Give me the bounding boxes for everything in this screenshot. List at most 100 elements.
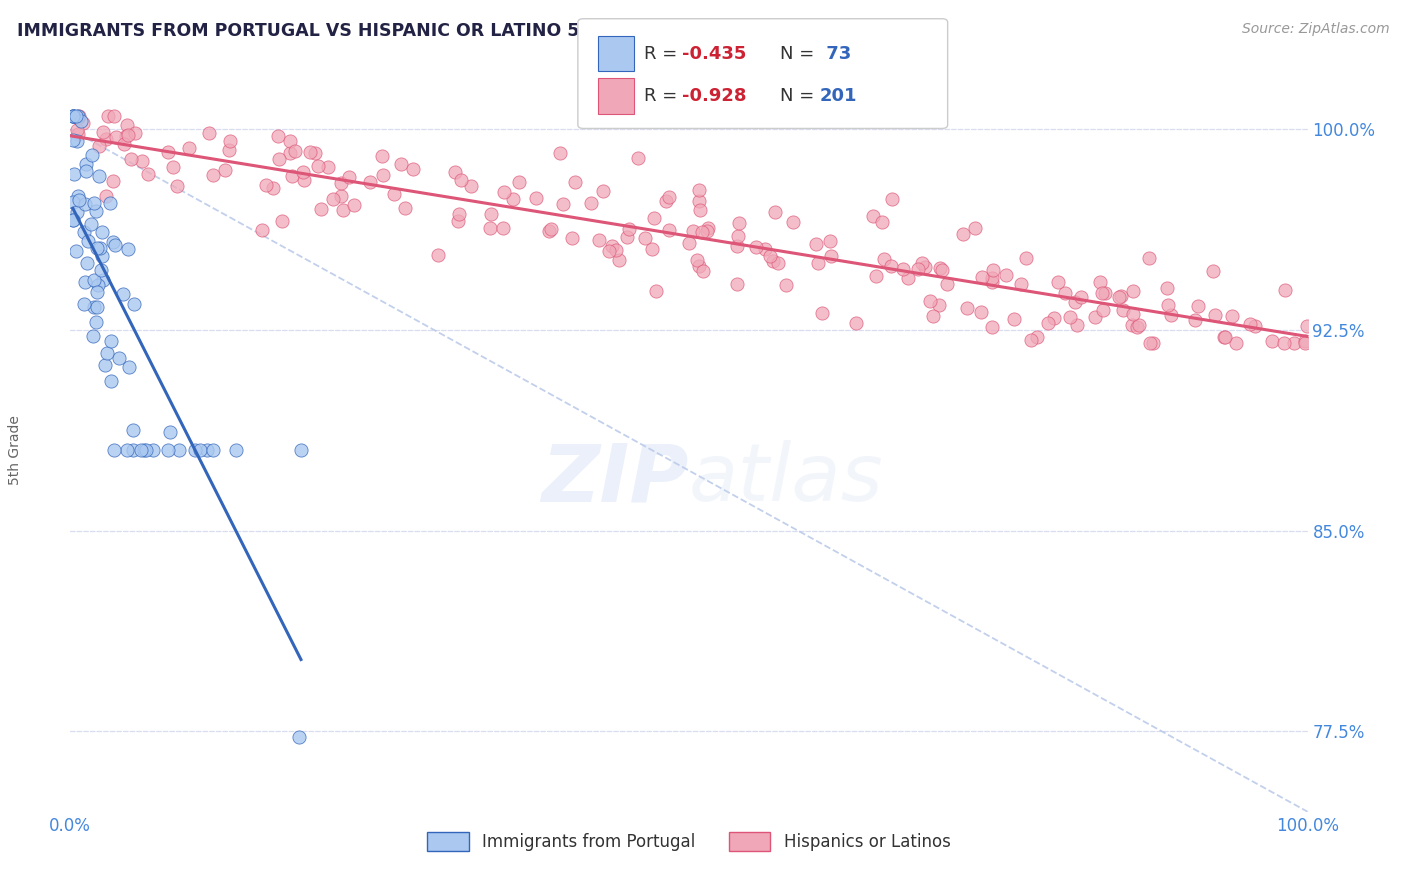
Point <box>62 109 84 123</box>
Point <box>922 310 945 324</box>
Point <box>75 157 97 171</box>
Point <box>1142 336 1164 351</box>
Point <box>73 296 96 310</box>
Point <box>115 119 138 133</box>
Point <box>1014 251 1036 265</box>
Point <box>686 252 709 267</box>
Text: R =: R = <box>644 87 683 105</box>
Point <box>447 213 470 227</box>
Point <box>122 423 145 437</box>
Point <box>307 159 329 173</box>
Point <box>96 345 118 359</box>
Point <box>309 202 332 216</box>
Point <box>688 259 710 273</box>
Point <box>450 173 472 187</box>
Point <box>1139 336 1161 351</box>
Point <box>337 169 360 184</box>
Text: -0.435: -0.435 <box>682 45 747 62</box>
Point <box>1064 295 1087 310</box>
Point <box>775 278 797 293</box>
Point <box>1047 275 1070 289</box>
Point <box>995 268 1018 282</box>
Point <box>117 128 139 142</box>
Point <box>79 217 101 231</box>
Text: atlas: atlas <box>689 441 884 518</box>
Point <box>728 216 751 230</box>
Point <box>290 443 312 458</box>
Point <box>280 169 302 183</box>
Point <box>122 443 145 458</box>
Point <box>70 114 93 128</box>
Point <box>820 249 842 263</box>
Point <box>1225 336 1247 351</box>
Point <box>524 190 547 204</box>
Point <box>291 165 314 179</box>
Point <box>956 301 979 316</box>
Point <box>371 149 394 163</box>
Point <box>159 425 181 439</box>
Point <box>548 146 571 161</box>
Point <box>98 196 121 211</box>
Point <box>225 443 247 458</box>
Point <box>1295 319 1317 334</box>
Point <box>762 253 785 268</box>
Point <box>1213 330 1236 344</box>
Point <box>1220 309 1243 323</box>
Point <box>1112 302 1135 317</box>
Point <box>845 316 868 330</box>
Point <box>588 233 610 247</box>
Text: -0.928: -0.928 <box>682 87 747 105</box>
Point <box>218 143 240 157</box>
Point <box>86 241 108 255</box>
Point <box>870 214 893 228</box>
Point <box>891 262 914 277</box>
Text: 201: 201 <box>820 87 858 105</box>
Point <box>330 176 353 190</box>
Point <box>865 268 887 283</box>
Text: IMMIGRANTS FROM PORTUGAL VS HISPANIC OR LATINO 5TH GRADE CORRELATION CHART: IMMIGRANTS FROM PORTUGAL VS HISPANIC OR … <box>17 22 894 40</box>
Point <box>1088 275 1111 289</box>
Point <box>1204 308 1226 322</box>
Point <box>86 300 108 314</box>
Point <box>117 360 139 375</box>
Point <box>1070 290 1092 304</box>
Point <box>759 249 782 263</box>
Point <box>605 243 627 257</box>
Point <box>607 253 630 268</box>
Point <box>129 443 152 458</box>
Point <box>359 175 381 189</box>
Point <box>928 260 950 275</box>
Text: R =: R = <box>644 45 683 62</box>
Point <box>66 109 89 123</box>
Point <box>540 222 562 236</box>
Point <box>862 209 884 223</box>
Point <box>1213 329 1236 343</box>
Point <box>87 138 110 153</box>
Point <box>502 192 524 206</box>
Point <box>688 183 710 197</box>
Point <box>619 222 641 236</box>
Point <box>907 262 929 277</box>
Point <box>132 443 155 458</box>
Point <box>643 211 665 226</box>
Point <box>600 239 623 253</box>
Point <box>278 134 301 148</box>
Text: Source: ZipAtlas.com: Source: ZipAtlas.com <box>1241 22 1389 37</box>
Point <box>69 109 91 123</box>
Point <box>62 109 84 123</box>
Point <box>115 128 138 143</box>
Point <box>688 194 710 208</box>
Point <box>394 201 416 215</box>
Point <box>87 277 110 292</box>
Point <box>167 443 190 458</box>
Point <box>880 259 903 273</box>
Point <box>284 144 307 158</box>
Point <box>100 334 122 349</box>
Point <box>266 128 288 143</box>
Point <box>62 109 84 123</box>
Point <box>201 443 224 458</box>
Point <box>444 165 467 179</box>
Point <box>219 134 242 148</box>
Point <box>627 151 650 165</box>
Point <box>1184 313 1206 327</box>
